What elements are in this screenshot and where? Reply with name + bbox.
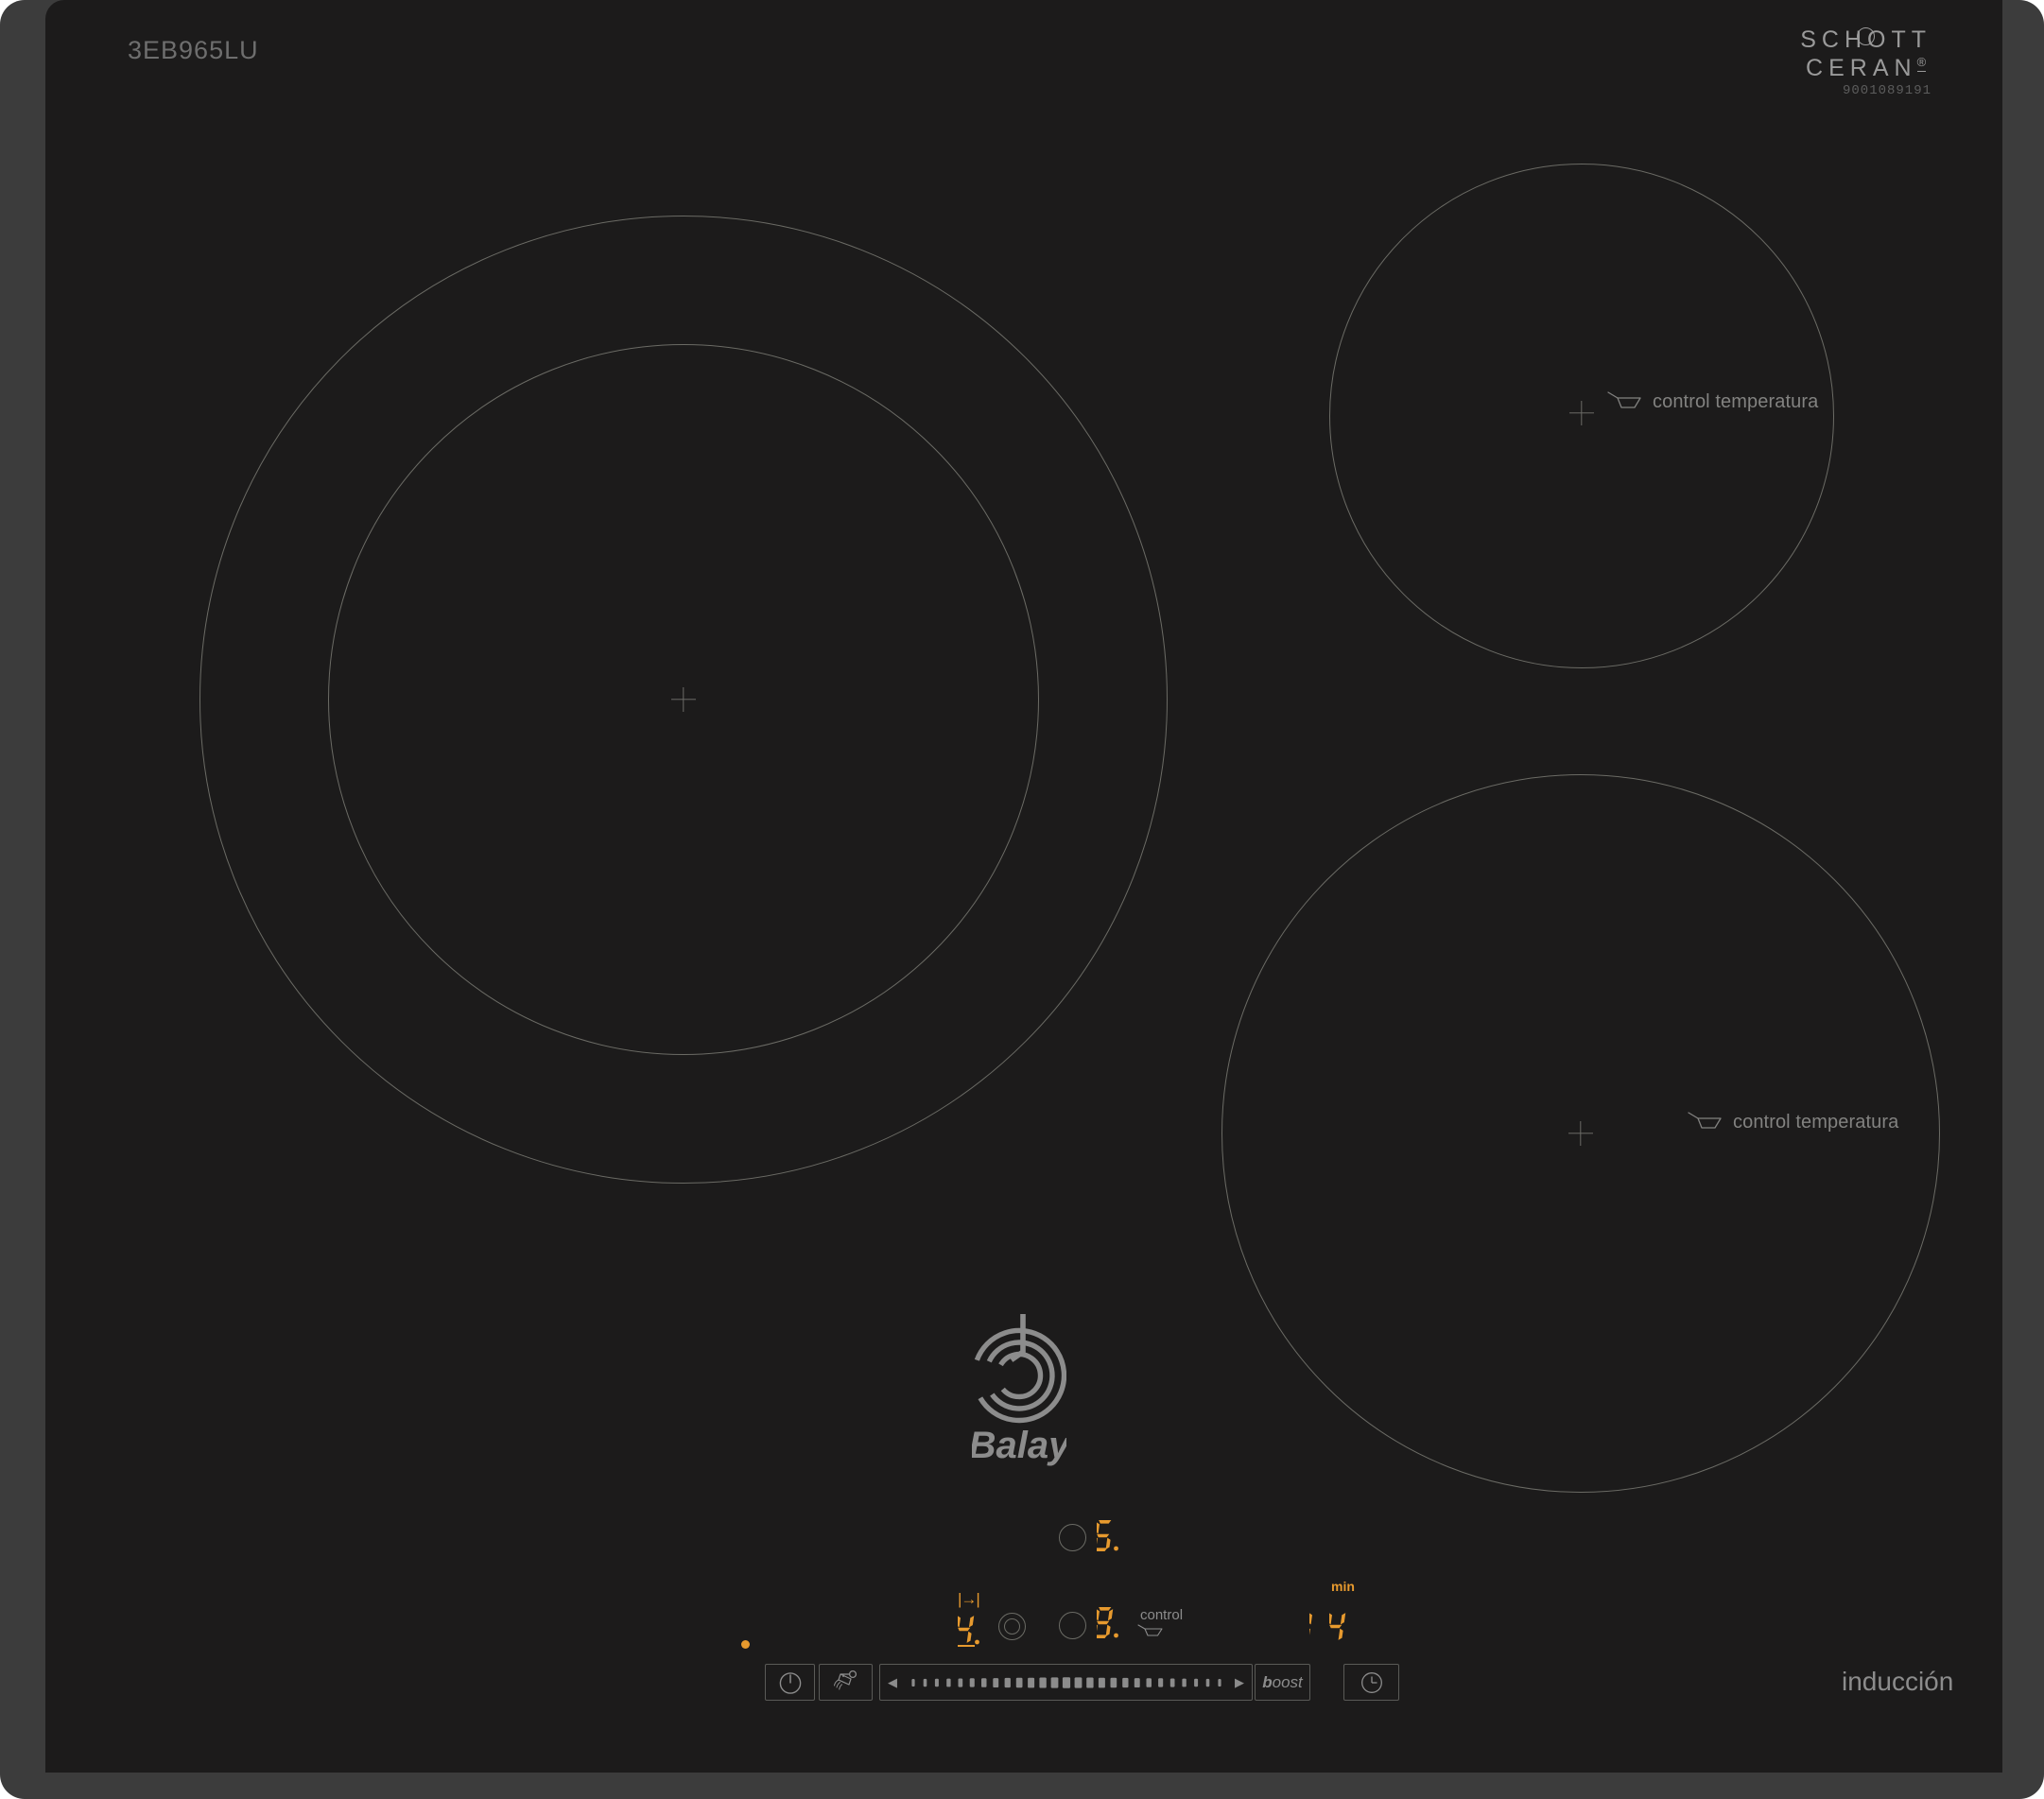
svg-text:Balay: Balay [972,1425,1066,1466]
